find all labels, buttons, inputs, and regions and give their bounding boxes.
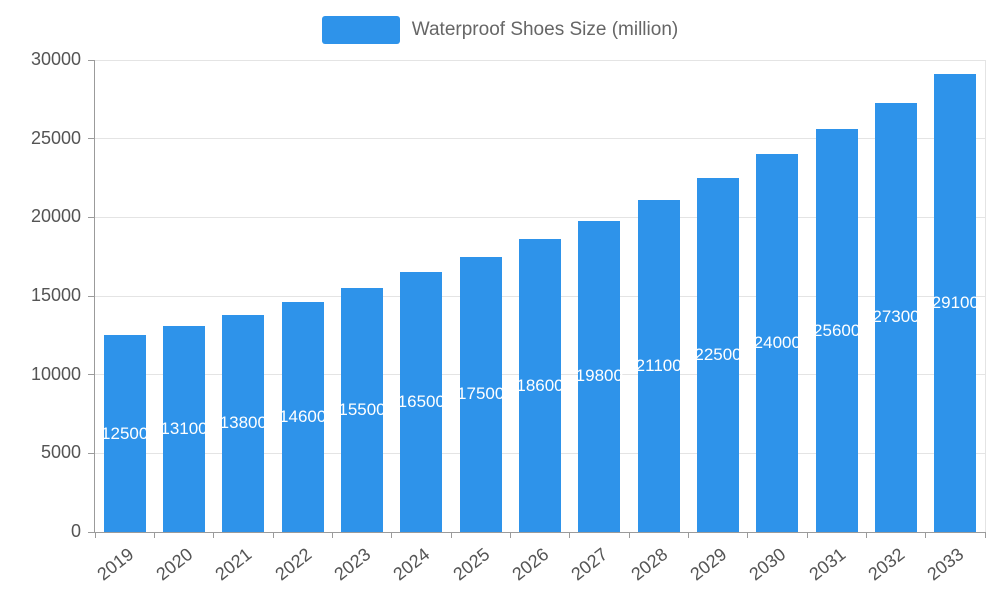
legend-label: Waterproof Shoes Size (million) xyxy=(411,19,679,40)
bar-value-label: 21100 xyxy=(635,356,682,375)
x-axis-tick xyxy=(687,532,689,538)
bar-value-label: 15500 xyxy=(338,400,386,420)
x-axis-tick xyxy=(984,532,986,538)
bar-value-label: 29100 xyxy=(931,293,979,313)
x-axis-tick xyxy=(865,532,867,538)
bar-value-label: 12500 xyxy=(101,423,149,443)
y-axis-tick xyxy=(88,216,95,218)
bar xyxy=(103,335,146,532)
bar-value-label: 14600 xyxy=(279,407,327,427)
y-tick-label: 15000 xyxy=(30,285,81,305)
y-tick-label: 0 xyxy=(70,521,81,541)
gridline xyxy=(95,138,985,140)
x-axis-tick xyxy=(153,532,155,538)
x-axis-tick xyxy=(747,532,749,538)
y-axis-tick xyxy=(88,374,95,376)
bar-value-label: 13100 xyxy=(160,418,208,438)
y-axis-line xyxy=(94,60,95,532)
y-axis-tick xyxy=(88,295,95,297)
x-axis-tick xyxy=(213,532,215,538)
bar xyxy=(756,154,799,532)
x-axis-tick xyxy=(272,532,274,538)
y-tick-label: 10000 xyxy=(30,363,81,384)
bar-value-label: 24000 xyxy=(753,333,801,353)
plot-right-border xyxy=(984,60,986,532)
y-tick-label: 25000 xyxy=(30,127,81,148)
y-tick-label: 30000 xyxy=(30,49,81,69)
bar xyxy=(341,288,383,532)
x-axis-tick xyxy=(628,532,630,538)
bar-value-label: 19800 xyxy=(575,366,623,386)
bar xyxy=(875,102,917,532)
bar-value-label: 16500 xyxy=(397,392,445,412)
bar-value-label: 25600 xyxy=(813,320,861,340)
bar xyxy=(934,74,977,532)
x-axis-tick xyxy=(331,532,333,538)
bar-value-label: 17500 xyxy=(457,384,505,404)
x-axis-tick xyxy=(806,532,808,538)
bar xyxy=(281,302,324,532)
bar xyxy=(163,325,205,532)
y-tick-label: 5000 xyxy=(40,442,81,463)
x-axis-tick xyxy=(391,532,393,538)
chart-legend[interactable]: Waterproof Shoes Size (million) xyxy=(0,16,1000,44)
bar xyxy=(578,220,621,532)
bar xyxy=(637,200,680,532)
x-axis-line xyxy=(94,531,985,533)
gridline xyxy=(95,216,985,218)
x-axis-tick xyxy=(94,532,96,538)
bar xyxy=(815,129,858,532)
bar xyxy=(519,239,561,532)
bar xyxy=(697,178,739,532)
y-axis-tick xyxy=(88,531,95,533)
y-axis-tick xyxy=(88,452,95,454)
x-axis-tick xyxy=(509,532,511,538)
bar-value-label: 13800 xyxy=(219,413,267,433)
y-axis-tick xyxy=(88,138,95,140)
bar-value-label: 22500 xyxy=(694,345,742,364)
bar xyxy=(459,256,502,532)
legend-swatch xyxy=(321,16,400,44)
y-axis-tick xyxy=(88,59,95,61)
gridline xyxy=(95,59,985,61)
bar-value-label: 18600 xyxy=(516,375,564,395)
x-axis-tick xyxy=(569,532,571,538)
y-tick-label: 20000 xyxy=(30,206,81,227)
bar-value-label: 27300 xyxy=(872,307,920,327)
x-axis-tick xyxy=(450,532,452,538)
bar xyxy=(400,272,443,532)
x-axis-tick xyxy=(925,532,927,538)
bar xyxy=(222,314,265,532)
